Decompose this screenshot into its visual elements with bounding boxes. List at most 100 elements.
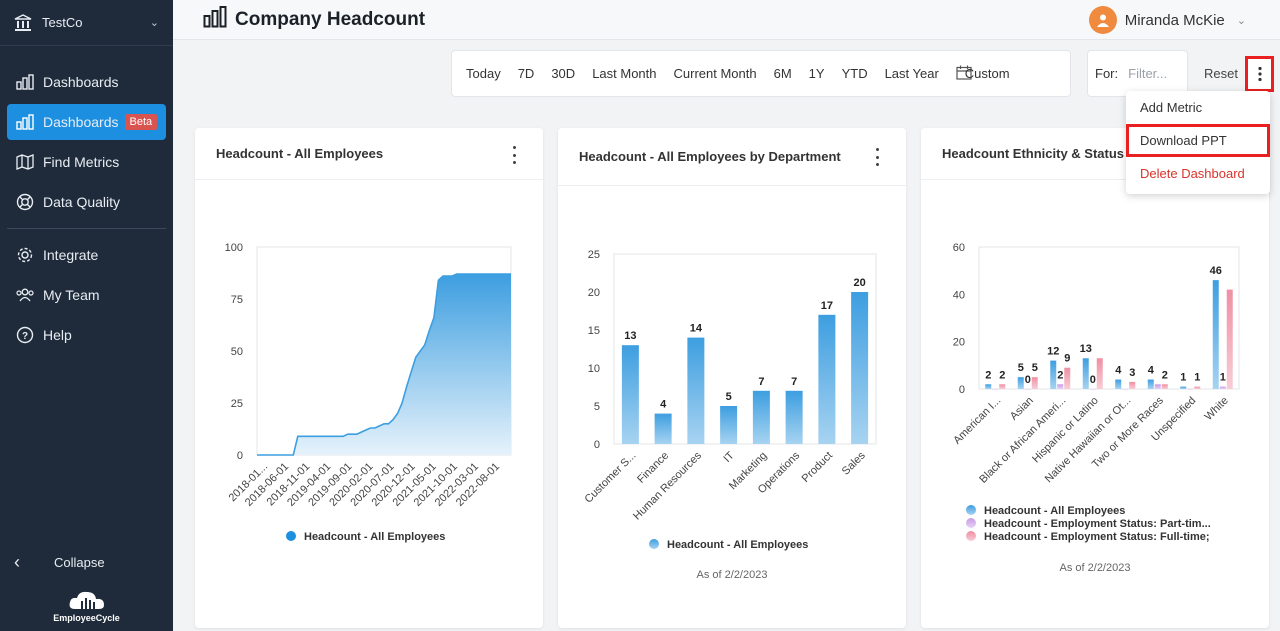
range-7d[interactable]: 7D	[517, 66, 535, 81]
bar	[1024, 389, 1031, 390]
collapse-button[interactable]: ‹ Collapse	[0, 552, 173, 573]
bar	[1187, 389, 1194, 390]
range-custom[interactable]: Custom	[964, 66, 1010, 81]
calendar-icon[interactable]	[956, 65, 972, 83]
range-last-year[interactable]: Last Year	[884, 66, 939, 81]
legend-label: Headcount - All Employees	[304, 531, 445, 543]
sidebar-item-label: My Team	[43, 287, 100, 303]
as-of-text: As of 2/2/2023	[696, 569, 768, 581]
bar	[621, 345, 639, 444]
bar	[992, 389, 999, 390]
menu-item-download-ppt[interactable]: Download PPT	[1126, 124, 1270, 157]
logo: EmployeeCycle	[0, 589, 173, 623]
y-tick-label: 50	[231, 346, 243, 358]
bar	[1161, 384, 1168, 389]
card-title: Headcount - All Employees	[216, 145, 384, 161]
data-label: 2	[1162, 369, 1168, 381]
sidebar-item-dashboards[interactable]: Dashboards	[7, 64, 166, 100]
x-tick-label: Product	[800, 450, 835, 485]
bar	[985, 384, 992, 389]
sidebar-item-label: Data Quality	[43, 194, 121, 210]
bar	[1115, 379, 1122, 389]
range-last-month[interactable]: Last Month	[592, 66, 657, 81]
svg-text:?: ?	[22, 331, 28, 342]
range-current-month[interactable]: Current Month	[673, 66, 757, 81]
bar	[1050, 360, 1057, 389]
options-menu: Add Metric Download PPT Delete Dashboard	[1126, 91, 1270, 194]
data-label: 1	[1220, 372, 1226, 384]
data-label: 17	[821, 300, 833, 312]
sidebar-item-integrate[interactable]: Integrate	[7, 237, 166, 273]
bar	[1089, 389, 1096, 390]
y-tick-label: 10	[588, 363, 600, 375]
bar	[654, 413, 672, 444]
bar	[785, 390, 803, 444]
data-label: 14	[690, 323, 703, 335]
sidebar-item-find-metrics[interactable]: Find Metrics	[7, 144, 166, 180]
x-tick-label: American I...	[951, 395, 1003, 447]
data-label: 0	[1025, 374, 1031, 386]
bar	[1031, 377, 1038, 389]
range-30d[interactable]: 30D	[551, 66, 576, 81]
sidebar-item-dashboards-beta[interactable]: Dashboards Beta	[7, 104, 166, 140]
legend-marker	[286, 531, 296, 541]
legend-label: Headcount - All Employees	[667, 539, 808, 551]
data-label: 5	[1018, 362, 1024, 374]
page-title: Company Headcount	[235, 8, 426, 30]
map-icon	[15, 152, 35, 172]
data-label: 1	[1180, 372, 1186, 384]
date-range-selector: Today 7D 30D Last Month Current Month 6M…	[451, 50, 1071, 97]
data-label: 4	[1148, 365, 1155, 377]
bar-chart-icon	[15, 112, 35, 132]
chart-card-ethnicity: Headcount Ethnicity & Status 0 20 40 60 2 2 Am…	[921, 128, 1269, 628]
card-header: Headcount Ethnicity & Status	[921, 128, 1269, 180]
data-label: 0	[1090, 374, 1096, 386]
data-label: 5	[1032, 362, 1038, 374]
range-today[interactable]: Today	[466, 66, 501, 81]
org-switcher[interactable]: TestCo ⌄	[0, 0, 173, 46]
data-label: 13	[1080, 343, 1092, 355]
chevron-down-icon: ⌄	[149, 17, 159, 29]
chart-card-department: Headcount - All Employees by Department …	[558, 128, 906, 628]
legend-label: Headcount - Employment Status: Part-tim.…	[984, 518, 1211, 530]
bar	[1180, 386, 1187, 389]
bar	[1154, 384, 1161, 389]
data-label: 7	[791, 376, 797, 388]
card-menu-icon[interactable]	[872, 148, 882, 166]
as-of-text: As of 2/2/2023	[1059, 562, 1131, 574]
bar	[1064, 367, 1071, 389]
sidebar-item-label: Find Metrics	[43, 154, 120, 170]
header: Company Headcount Miranda McKie ⌄	[173, 0, 1280, 40]
sidebar-divider	[7, 228, 166, 229]
legend-marker	[966, 518, 976, 528]
beta-badge: Beta	[124, 114, 158, 130]
menu-item-add-metric[interactable]: Add Metric	[1140, 100, 1203, 115]
bar	[687, 337, 705, 444]
legend-marker	[649, 539, 659, 549]
menu-item-delete-dashboard[interactable]: Delete Dashboard	[1140, 166, 1245, 181]
lifebuoy-icon	[15, 192, 35, 212]
legend-marker	[966, 505, 976, 515]
user-menu[interactable]: Miranda McKie ⌄	[1088, 6, 1246, 34]
reset-button[interactable]: Reset	[1204, 66, 1238, 81]
org-name: TestCo	[42, 15, 83, 30]
range-6m[interactable]: 6M	[773, 66, 792, 81]
card-menu-icon[interactable]	[509, 146, 519, 164]
sidebar-item-my-team[interactable]: My Team	[7, 277, 166, 313]
sidebar-item-label: Dashboards	[43, 74, 119, 90]
range-1y[interactable]: 1Y	[808, 66, 825, 81]
filter-input[interactable]	[1128, 66, 1187, 81]
legend-label: Headcount - All Employees	[984, 505, 1125, 517]
range-ytd[interactable]: YTD	[841, 66, 868, 81]
data-label: 5	[726, 391, 732, 403]
sidebar-item-help[interactable]: ? Help	[7, 317, 166, 353]
bar	[1082, 358, 1089, 389]
more-options-button[interactable]	[1245, 56, 1274, 92]
sidebar-item-label: Dashboards	[43, 114, 119, 130]
logo-text: EmployeeCycle	[53, 613, 120, 623]
chevron-down-icon: ⌄	[1236, 14, 1246, 27]
collapse-label: Collapse	[54, 555, 105, 570]
sidebar-item-data-quality[interactable]: Data Quality	[7, 184, 166, 220]
bar	[720, 406, 738, 444]
